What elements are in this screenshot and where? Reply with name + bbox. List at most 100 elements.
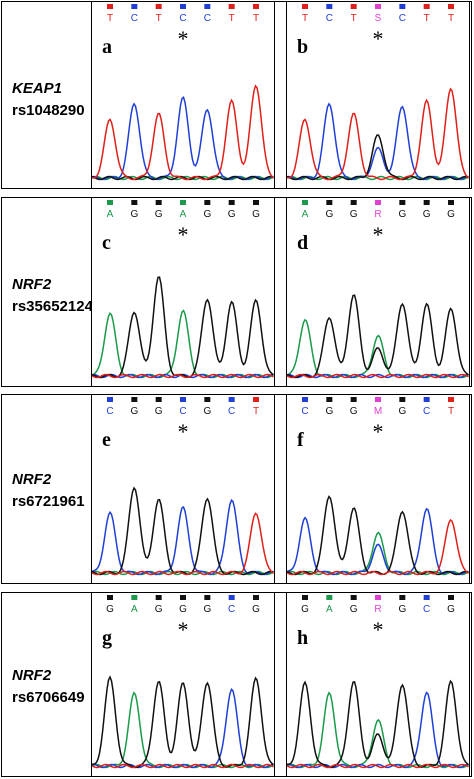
chromatogram-panel-c: A G G A G G G * c: [91, 198, 275, 386]
panel-letter: h: [297, 627, 309, 649]
trace-A: [92, 309, 274, 379]
base-call: A: [180, 209, 187, 220]
base-call: G: [398, 604, 406, 615]
base-call: G: [203, 604, 211, 615]
trace-G: [287, 679, 469, 769]
snp-id: rs6706649: [12, 689, 85, 706]
row-nrf2-rs6706649: NRF2 rs6706649 G A G G G C G * g G A G R G C G * h: [1, 592, 472, 777]
gene-label: NRF2 rs6721961: [12, 469, 85, 513]
chromatogram-panel-a: T C T C C T T * a: [91, 2, 275, 188]
base-call: T: [253, 406, 259, 417]
base-marker: [180, 397, 186, 402]
base-call: C: [204, 13, 211, 24]
snp-asterisk: *: [178, 617, 189, 642]
trace-C: [92, 96, 274, 181]
base-call: C: [326, 13, 333, 24]
trace-T: [92, 373, 274, 379]
trace-G: [92, 486, 274, 576]
base-call: T: [424, 13, 430, 24]
base-call: G: [155, 406, 163, 417]
chromatogram-svg: A G G R G G G *: [287, 200, 469, 379]
base-call: C: [131, 13, 138, 24]
base-call: C: [399, 13, 406, 24]
chromatogram-panel-b: T C T S C T T * b: [286, 2, 470, 188]
snp-asterisk: *: [178, 26, 189, 51]
base-marker: [253, 595, 259, 600]
base-marker: [204, 397, 211, 402]
gene-name: NRF2: [12, 276, 52, 293]
panel-letter: g: [102, 627, 112, 649]
row-nrf2-rs6721961: NRF2 rs6721961 C G G C G C T * e C G G M G C T * f: [1, 394, 472, 584]
base-marker: [204, 595, 211, 600]
gene-name: NRF2: [12, 667, 52, 684]
base-call: T: [448, 406, 454, 417]
trace-A: [287, 531, 469, 576]
trace-G: [92, 276, 274, 379]
base-call: G: [301, 604, 309, 615]
base-marker: [448, 595, 454, 600]
trace-G: [287, 495, 469, 576]
snp-asterisk: *: [373, 222, 384, 247]
base-marker: [399, 200, 406, 205]
panel-letter: e: [102, 429, 111, 451]
base-call: G: [106, 604, 114, 615]
base-call: G: [228, 209, 236, 220]
trace-T: [287, 763, 469, 769]
snp-asterisk: *: [178, 419, 189, 444]
chromatogram-panel-h: G A G R G C G * h: [286, 593, 470, 776]
base-marker: [228, 595, 235, 600]
base-marker: [180, 4, 186, 9]
base-marker: [302, 4, 308, 9]
trace-T: [92, 84, 274, 181]
base-marker: [350, 200, 357, 205]
base-call: G: [398, 209, 406, 220]
chromatogram-svg: G A G G G C G *: [92, 595, 274, 769]
base-marker: [131, 595, 138, 600]
base-call: A: [326, 604, 333, 615]
base-marker: [302, 200, 308, 205]
base-call: G: [423, 209, 431, 220]
base-marker: [423, 200, 430, 205]
base-call: G: [203, 209, 211, 220]
trace-C: [287, 102, 469, 181]
chromatogram-svg: C G G M G C T *: [287, 397, 469, 576]
chromatogram-panel-g: G A G G G C G * g: [91, 593, 275, 776]
base-marker: [107, 200, 113, 205]
base-call: C: [423, 604, 430, 615]
trace-T: [287, 518, 469, 576]
base-call: T: [351, 13, 357, 24]
base-marker: [375, 397, 381, 402]
base-marker: [204, 200, 211, 205]
base-call: T: [107, 13, 113, 24]
base-marker: [228, 397, 235, 402]
base-call: G: [350, 209, 358, 220]
base-call: G: [130, 209, 138, 220]
base-call: G: [155, 604, 163, 615]
row-keap1-rs1048290: KEAP1 rs1048290 T C T C C T T * a T C T S C T T * b: [1, 1, 472, 189]
base-call: G: [130, 406, 138, 417]
trace-T: [92, 512, 274, 576]
base-call: C: [179, 406, 186, 417]
base-call: G: [179, 604, 187, 615]
base-marker: [155, 397, 162, 402]
base-marker: [423, 595, 430, 600]
base-marker: [131, 200, 138, 205]
trace-G: [92, 175, 274, 181]
base-call: C: [179, 13, 186, 24]
trace-C: [287, 507, 469, 576]
base-marker: [448, 200, 454, 205]
base-marker: [131, 397, 138, 402]
base-call: C: [301, 406, 308, 417]
trace-T: [92, 763, 274, 769]
trace-T: [287, 87, 469, 181]
gene-name: KEAP1: [12, 80, 63, 97]
base-marker: [155, 595, 162, 600]
base-call: T: [448, 13, 454, 24]
trace-C: [287, 691, 469, 769]
snp-id: rs1048290: [12, 102, 85, 119]
base-call: A: [131, 604, 138, 615]
base-marker: [350, 397, 357, 402]
base-call: S: [375, 13, 382, 24]
snp-id: rs6721961: [12, 493, 85, 510]
base-marker: [155, 4, 162, 9]
